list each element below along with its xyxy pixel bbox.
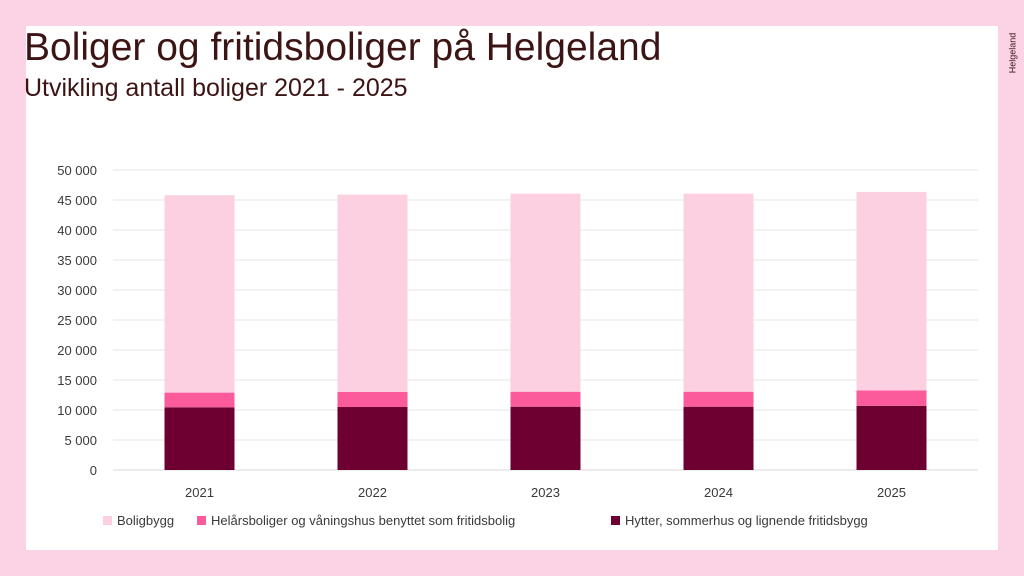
y-tick-label: 25 000 [57,313,97,328]
legend-swatch [611,516,620,525]
y-tick-label: 20 000 [57,343,97,358]
bar-segment [510,193,581,392]
x-axis-ticks: 2021 2022 2023 2024 2025 [185,485,906,500]
bar-segment [164,195,235,393]
x-tick-label: 2022 [358,485,387,500]
legend-swatch [103,516,112,525]
legend: Boligbygg Helårsboliger og våningshus ben… [103,513,868,528]
y-tick-label: 45 000 [57,193,97,208]
bar-segment [856,191,927,391]
bar-segment [510,406,581,470]
bar-segment [683,406,754,470]
legend-label: Hytter, sommerhus og lignende fritidsbyg… [625,513,868,528]
y-tick-label: 10 000 [57,403,97,418]
x-tick-label: 2024 [704,485,733,500]
page-title: Boliger og fritidsboliger på Helgeland [24,26,662,69]
x-tick-label: 2023 [531,485,560,500]
bar-segment [164,392,235,408]
bar-segment [856,390,927,406]
y-tick-label: 5 000 [64,433,97,448]
bar-segment [164,407,235,470]
bar-segment [337,194,408,392]
y-tick-label: 0 [90,463,97,478]
y-tick-label: 50 000 [57,163,97,178]
bars [164,191,927,470]
x-tick-label: 2021 [185,485,214,500]
page-subtitle: Utvikling antall boliger 2021 - 2025 [24,74,408,102]
bar-segment [510,391,581,407]
y-tick-label: 40 000 [57,223,97,238]
legend-swatch [197,516,206,525]
legend-label: Helårsboliger og våningshus benyttet som… [211,513,515,528]
y-tick-label: 35 000 [57,253,97,268]
x-tick-label: 2025 [877,485,906,500]
y-axis-ticks: 0 5 000 10 000 15 000 20 000 25 000 30 000 35 0… [57,163,97,478]
bar-segment [337,392,408,407]
bar-segment [337,407,408,470]
y-tick-label: 30 000 [57,283,97,298]
bar-segment [856,405,927,470]
legend-label: Boligbygg [117,513,174,528]
bar-segment [683,193,754,392]
y-tick-label: 15 000 [57,373,97,388]
bar-segment [683,391,754,407]
